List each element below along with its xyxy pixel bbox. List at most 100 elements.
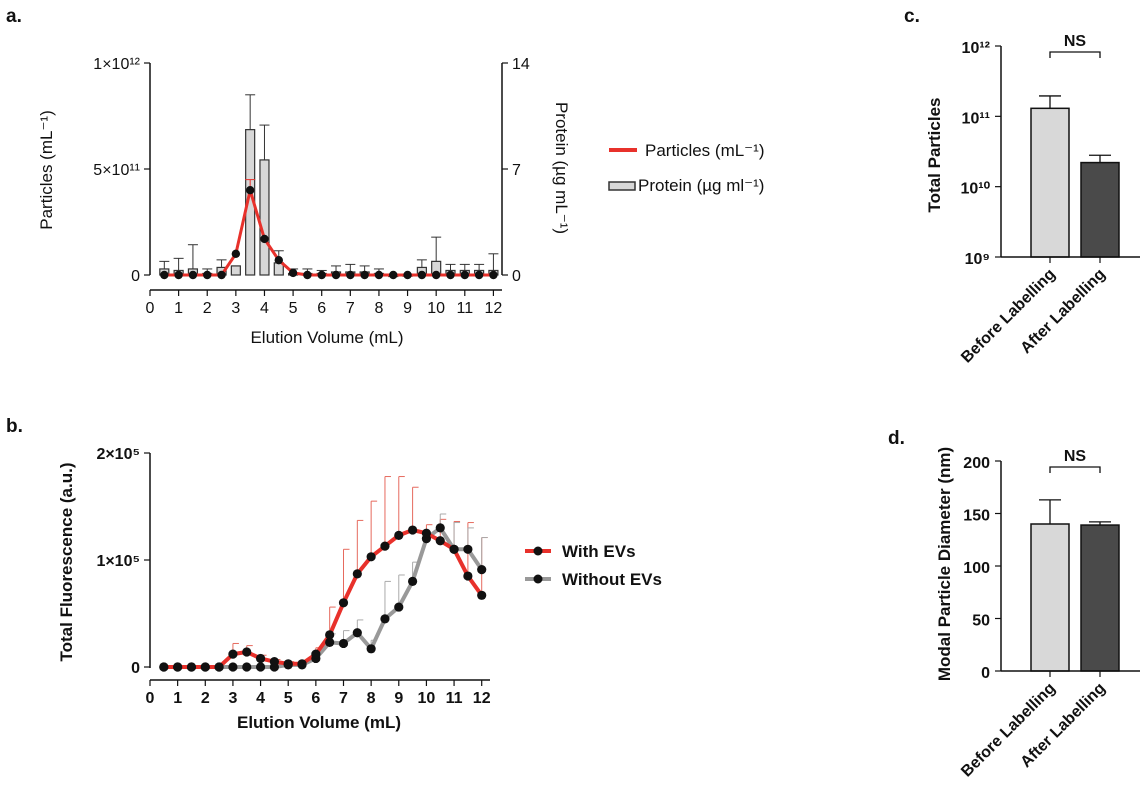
particles-point — [489, 270, 498, 280]
with-evs-point — [186, 662, 197, 672]
panel-d-ylabel: Modal Particle Diameter (nm) — [935, 447, 954, 681]
panel-a-ytick-left-label: 5×10¹¹ — [93, 162, 140, 179]
particles-point — [446, 270, 455, 280]
with-evs-point — [228, 649, 238, 659]
particles-line — [164, 188, 494, 277]
particles-point — [374, 270, 384, 280]
panel-c-significance-bracket — [1049, 51, 1101, 58]
panel-b-xtick-label: 5 — [284, 690, 293, 707]
panel-c-category-label: After Labelling — [1018, 266, 1109, 357]
with-evs-point — [394, 530, 404, 540]
particles-point — [474, 270, 484, 280]
panel-a-ytick-left-label: 0 — [131, 268, 140, 285]
panel-b-label: b. — [6, 416, 23, 437]
panel-b-xtick-label: 12 — [473, 690, 491, 707]
with-evs-point — [352, 569, 362, 579]
panel-c-ytick-label: 10¹⁰ — [960, 181, 990, 198]
panel-a-xtick-label: 3 — [231, 300, 240, 317]
panel-b-xtick-label: 4 — [256, 690, 265, 707]
without-evs-point — [477, 565, 487, 575]
panel-b-xtick-label: 0 — [146, 690, 155, 707]
particles-point — [288, 268, 298, 278]
with-evs-point — [200, 662, 210, 672]
with-evs-point — [338, 598, 349, 608]
particles-point — [346, 270, 355, 280]
panel-b-xtick-label: 1 — [173, 690, 182, 707]
with-evs-point — [214, 662, 224, 672]
without-evs-point — [242, 662, 252, 672]
panel-b-ytick-label: 0 — [131, 660, 140, 677]
panel-b-xtick-label: 2 — [201, 690, 210, 707]
with-evs-point — [380, 541, 390, 551]
panel-b-xtick-label: 10 — [418, 690, 436, 707]
panel-a-xtick-label: 11 — [456, 300, 473, 317]
panel-a-xtick-label: 1 — [174, 300, 183, 317]
panel-a-ytick-left-label: 1×10¹² — [93, 56, 140, 73]
panel-a-ytick-right-label: 7 — [512, 162, 521, 179]
particles-point — [203, 270, 212, 280]
without-evs-point — [463, 544, 473, 554]
panel-a-ytick-right-label: 0 — [512, 268, 521, 285]
panel-a-xtick-label: 10 — [427, 300, 445, 317]
panel-a-label: a. — [6, 6, 22, 27]
panel-d-bar — [1080, 524, 1120, 672]
panel-b-ylabel: Total Fluorescence (a.u.) — [57, 462, 76, 661]
without-evs-point — [325, 637, 335, 647]
with-evs-point — [325, 630, 335, 640]
particles-point — [217, 270, 226, 280]
particles-point — [389, 270, 398, 280]
with-evs-point — [269, 657, 279, 667]
panel-a-legend: Particles (mL⁻¹) Protein (µg ml⁻¹) — [608, 141, 764, 195]
protein-bar — [259, 159, 270, 276]
panel-b-xtick-label: 3 — [228, 690, 237, 707]
without-evs-point — [408, 576, 418, 587]
particles-point — [331, 270, 341, 280]
panel-b-xlabel: Elution Volume (mL) — [237, 713, 401, 732]
particles-point — [431, 270, 441, 280]
panel-d-ytick-label: 100 — [963, 560, 990, 577]
particles-point — [274, 255, 283, 265]
legend-with-evs: With EVs — [562, 542, 636, 561]
with-evs-point — [408, 525, 418, 535]
without-evs-point — [394, 602, 404, 612]
panel-d-ytick-label: 0 — [981, 665, 990, 682]
with-evs-point — [311, 649, 321, 659]
particles-point — [317, 270, 326, 280]
panel-c-label: c. — [904, 6, 920, 27]
with-evs-line — [163, 528, 484, 669]
panel-a-ylabel-left: Particles (mL⁻¹) — [37, 110, 56, 229]
panel-d-bar — [1030, 523, 1070, 672]
particles-point — [460, 270, 469, 280]
with-evs-point — [255, 653, 266, 664]
with-evs-point — [159, 662, 169, 672]
without-evs-point — [338, 638, 349, 649]
with-evs-point — [477, 590, 487, 600]
panel-c-ytick-label: 10¹² — [962, 40, 990, 57]
with-evs-point — [297, 659, 307, 669]
with-evs-point — [242, 647, 252, 657]
panel-d-ytick-label: 200 — [963, 455, 990, 472]
with-evs-point — [435, 536, 445, 546]
panel-b-ytick-label: 2×10⁵ — [96, 446, 140, 463]
particles-point — [417, 270, 427, 280]
panel-d-significance-bracket — [1049, 466, 1101, 473]
legend-without-evs: Without EVs — [562, 570, 662, 589]
panel-a-ytick-right-label: 14 — [512, 56, 530, 73]
panel-d-significance-label: NS — [1064, 448, 1087, 465]
with-evs-point — [463, 571, 473, 581]
panel-b-xtick-label: 9 — [394, 690, 403, 707]
panel-d-label: d. — [888, 428, 905, 449]
panel-b-xtick-label: 6 — [311, 690, 320, 707]
panel-c: c. 10⁹ 10¹⁰ 10¹¹ 10¹² Before LabellingAfter … — [904, 6, 1140, 366]
panel-a-xtick-label: 2 — [203, 300, 212, 317]
panel-c-bar — [1080, 161, 1120, 258]
without-evs-point — [228, 662, 238, 672]
with-evs-point — [173, 662, 183, 672]
panel-a-xtick-label: 8 — [374, 300, 383, 317]
